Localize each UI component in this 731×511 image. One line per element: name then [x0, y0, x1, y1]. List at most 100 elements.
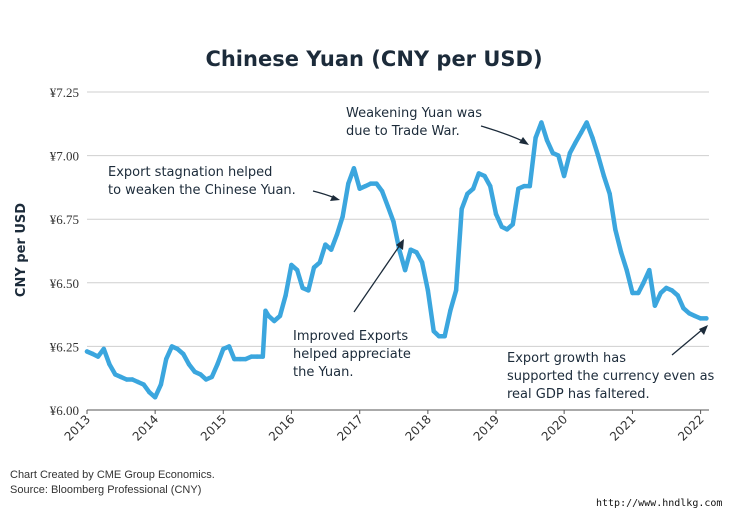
- data-point: [476, 171, 481, 176]
- data-point: [295, 267, 300, 273]
- arrow-improved-exports: [353, 244, 401, 313]
- arrowhead-export-growth: [699, 325, 708, 335]
- data-point: [641, 280, 646, 285]
- data-point: [664, 285, 669, 291]
- annotation-arrows: [312, 125, 708, 356]
- data-point: [374, 181, 379, 186]
- data-point: [601, 173, 607, 179]
- data-point: [402, 267, 408, 273]
- data-point: [215, 362, 220, 367]
- data-point: [544, 138, 550, 143]
- data-point: [300, 285, 305, 291]
- data-point: [346, 181, 351, 186]
- data-point: [243, 356, 248, 362]
- data-point: [652, 303, 658, 308]
- data-point: [573, 140, 578, 146]
- annotation-export-growth-line3: real GDP has faltered.: [507, 387, 650, 402]
- data-point: [147, 390, 152, 395]
- data-point: [289, 262, 294, 268]
- data-point: [254, 354, 260, 359]
- data-point: [391, 219, 396, 224]
- y-tick-label: ¥6.25: [50, 339, 79, 354]
- data-point: [175, 346, 180, 352]
- data-point: [436, 334, 442, 339]
- data-point: [482, 173, 487, 179]
- data-point: [419, 260, 425, 265]
- arrow-export-stagnation: [312, 190, 336, 199]
- data-point: [84, 349, 90, 354]
- data-point: [675, 293, 680, 298]
- annotation-improved-exports-line3: the Yuan.: [293, 365, 354, 380]
- data-point: [493, 211, 499, 217]
- data-points: [84, 120, 709, 400]
- annotation-improved-exports: Improved Exports helped appreciate the Y…: [293, 329, 415, 380]
- data-point: [692, 313, 697, 319]
- data-point: [499, 224, 504, 229]
- annotation-export-growth: Export growth has supported the currency…: [507, 351, 718, 402]
- data-point: [584, 120, 589, 125]
- data-point: [323, 242, 328, 247]
- data-point: [550, 150, 555, 156]
- annotation-trade-war-line2: due to Trade War.: [346, 124, 460, 139]
- data-point: [647, 267, 652, 273]
- data-point: [527, 183, 532, 189]
- arrow-trade-war: [480, 125, 526, 143]
- data-point: [687, 311, 692, 316]
- data-point: [113, 372, 118, 377]
- data-point: [90, 351, 96, 357]
- chart-title: Chinese Yuan (CNY per USD): [205, 47, 542, 71]
- annotation-trade-war: Weakening Yuan was due to Trade War.: [346, 106, 486, 139]
- data-point: [453, 288, 459, 293]
- annotation-improved-exports-line1: Improved Exports: [293, 329, 408, 344]
- annotation-export-stagnation-line1: Export stagnation helped: [108, 165, 272, 180]
- data-point: [618, 250, 624, 255]
- data-point: [283, 293, 288, 298]
- data-point: [510, 222, 515, 227]
- data-point: [203, 377, 209, 382]
- data-point: [186, 362, 192, 367]
- data-point: [533, 135, 538, 140]
- data-point: [277, 313, 283, 319]
- data-point: [181, 351, 186, 357]
- data-point: [249, 354, 254, 359]
- x-tick-label: 2016: [266, 412, 297, 443]
- data-point: [578, 130, 584, 135]
- data-point: [539, 120, 544, 125]
- data-point: [152, 395, 158, 400]
- x-tick-label: 2022: [675, 412, 706, 443]
- data-point: [504, 227, 510, 232]
- data-point: [263, 308, 268, 313]
- data-point: [306, 288, 311, 293]
- data-point: [357, 186, 362, 191]
- data-point: [567, 150, 573, 156]
- data-point: [669, 288, 675, 293]
- data-point: [237, 356, 243, 362]
- data-point: [260, 354, 265, 359]
- x-tick-label: 2014: [130, 412, 161, 443]
- gridlines: [87, 91, 709, 347]
- data-point: [624, 267, 629, 273]
- arrow-export-growth: [671, 328, 704, 356]
- data-point: [363, 183, 368, 189]
- data-point: [107, 362, 112, 367]
- data-point: [368, 181, 373, 186]
- annotation-improved-exports-line2: helped appreciate: [293, 347, 411, 362]
- x-tick-label: 2021: [607, 412, 638, 443]
- data-point: [209, 374, 215, 380]
- annotation-trade-war-line1: Weakening Yuan was: [346, 106, 482, 121]
- data-point: [135, 379, 141, 385]
- data-point: [613, 227, 618, 232]
- data-point: [311, 265, 317, 270]
- data-point: [698, 316, 703, 321]
- data-point: [385, 204, 391, 209]
- data-point: [442, 334, 447, 339]
- data-point: [595, 153, 601, 158]
- data-point: [221, 346, 226, 352]
- y-tick-label: ¥6.75: [50, 212, 79, 227]
- y-tick-label: ¥7.25: [50, 85, 79, 100]
- data-point: [408, 247, 413, 252]
- data-point: [471, 186, 476, 191]
- data-point: [704, 316, 709, 321]
- data-point: [607, 191, 612, 196]
